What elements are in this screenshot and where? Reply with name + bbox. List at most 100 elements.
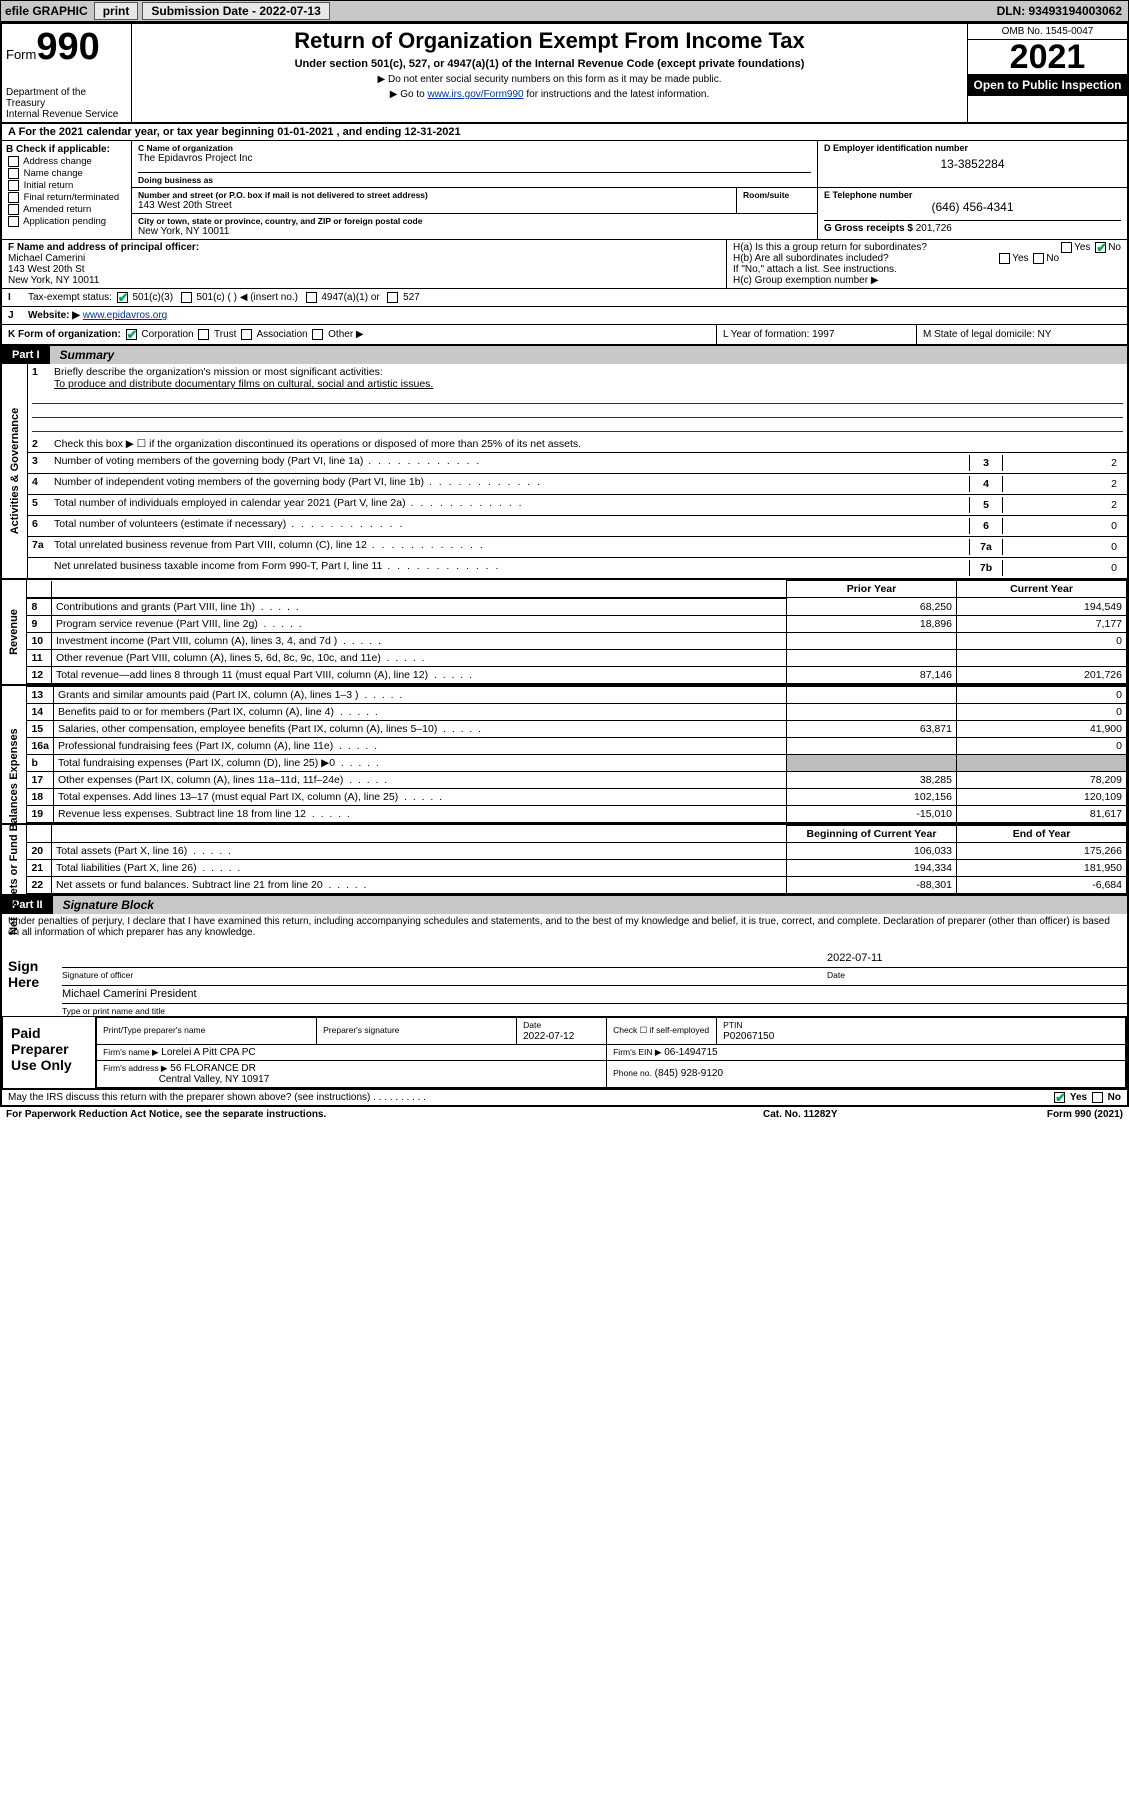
q2: Check this box ▶ ☐ if the organization d… <box>54 438 1123 450</box>
vtab-governance: Activities & Governance <box>9 408 21 535</box>
table-row: 15Salaries, other compensation, employee… <box>27 720 1126 737</box>
table-row: 22Net assets or fund balances. Subtract … <box>27 876 1126 893</box>
cb-corporation[interactable] <box>126 329 137 340</box>
cb-trust[interactable] <box>198 329 209 340</box>
street-value: 143 West 20th Street <box>138 200 730 211</box>
form-header: Form990 Department of the Treasury Inter… <box>2 24 1127 124</box>
type-print-lbl: Type or print name and title <box>62 1006 1127 1016</box>
phone-value: (646) 456-4341 <box>824 200 1121 214</box>
vtab-revenue: Revenue <box>8 609 20 655</box>
city-value: New York, NY 10011 <box>138 226 811 237</box>
revenue-section: Revenue Prior YearCurrent Year 8Contribu… <box>2 580 1127 686</box>
city-label: City or town, state or province, country… <box>138 216 811 226</box>
cb-name-change[interactable]: Name change <box>6 168 127 179</box>
cb-501c[interactable] <box>181 292 192 303</box>
cb-initial-return[interactable]: Initial return <box>6 180 127 191</box>
irs-discuss-row: May the IRS discuss this return with the… <box>2 1089 1127 1105</box>
cat-no: Cat. No. 11282Y <box>763 1109 963 1120</box>
perjury-declaration: Under penalties of perjury, I declare th… <box>2 914 1127 940</box>
end-year-hdr: End of Year <box>957 825 1127 842</box>
form-ref: Form 990 (2021) <box>963 1109 1123 1120</box>
table-row: 12Total revenue—add lines 8 through 11 (… <box>27 666 1126 683</box>
sig-officer-lbl: Signature of officer <box>62 970 827 985</box>
section-i: I Tax-exempt status: 501(c)(3) 501(c) ( … <box>2 289 1127 307</box>
subtitle-1: Under section 501(c), 527, or 4947(a)(1)… <box>136 58 963 70</box>
cb-application-pending[interactable]: Application pending <box>6 216 127 227</box>
date-lbl: Date <box>827 970 1127 985</box>
sig-date: 2022-07-11 <box>827 952 1127 967</box>
officer-street: 143 West 20th St <box>8 264 85 275</box>
h-c: H(c) Group exemption number ▶ <box>733 275 1121 286</box>
cb-final-return[interactable]: Final return/terminated <box>6 192 127 203</box>
part-i-header: Part I Summary <box>2 346 1127 364</box>
firm-addr2: Central Valley, NY 10917 <box>159 1074 270 1085</box>
table-row: 14Benefits paid to or for members (Part … <box>27 703 1126 720</box>
vtab-net: Net Assets or Fund Balances <box>8 783 20 935</box>
cb-association[interactable] <box>241 329 252 340</box>
cb-discuss-yes[interactable] <box>1054 1092 1065 1103</box>
vtab-expenses: Expenses <box>8 729 20 780</box>
firm-addr1: 56 FLORANCE DR <box>170 1063 256 1074</box>
table-row: 17Other expenses (Part IX, column (A), l… <box>27 771 1126 788</box>
form-container: Form990 Department of the Treasury Inter… <box>0 22 1129 1107</box>
h-b2: If "No," attach a list. See instructions… <box>733 264 1121 275</box>
street-label: Number and street (or P.O. box if mail i… <box>138 190 730 200</box>
gross-receipts-label: G Gross receipts $ <box>824 223 913 234</box>
table-row: 16aProfessional fundraising fees (Part I… <box>27 737 1126 754</box>
gov-row: Net unrelated business taxable income fr… <box>28 558 1127 578</box>
website-link[interactable]: www.epidavros.org <box>83 310 167 321</box>
table-row: 8Contributions and grants (Part VIII, li… <box>27 598 1126 616</box>
firm-phone: (845) 928-9120 <box>655 1068 723 1079</box>
activities-governance: Activities & Governance 1Briefly describ… <box>2 364 1127 580</box>
phone-label: E Telephone number <box>824 190 1121 200</box>
ein-value: 13-3852284 <box>824 157 1121 171</box>
subtitle-2: ▶ Do not enter social security numbers o… <box>136 74 963 85</box>
table-row: 9Program service revenue (Part VIII, lin… <box>27 615 1126 632</box>
sign-here-block: Sign Here 2022-07-11 Signature of office… <box>2 952 1127 1016</box>
gross-receipts-value: 201,726 <box>916 223 952 234</box>
cb-527[interactable] <box>387 292 398 303</box>
firm-name: Lorelei A Pitt CPA PC <box>161 1047 255 1058</box>
table-row: 21Total liabilities (Part X, line 26) . … <box>27 859 1126 876</box>
dept-treasury: Department of the Treasury <box>6 87 127 109</box>
cb-other[interactable] <box>312 329 323 340</box>
cb-address-change[interactable]: Address change <box>6 156 127 167</box>
table-row: 18Total expenses. Add lines 13–17 (must … <box>27 788 1126 805</box>
subtitle-3: ▶ Go to www.irs.gov/Form990 for instruct… <box>136 89 963 100</box>
section-j: J Website: ▶ www.epidavros.org <box>2 307 1127 325</box>
page-footer: For Paperwork Reduction Act Notice, see … <box>0 1107 1129 1122</box>
ptin-value: P02067150 <box>723 1031 774 1042</box>
section-f-h: F Name and address of principal officer:… <box>2 240 1127 289</box>
cb-amended-return[interactable]: Amended return <box>6 204 127 215</box>
submission-date-button[interactable]: Submission Date - 2022-07-13 <box>142 2 329 20</box>
cb-4947[interactable] <box>306 292 317 303</box>
self-employed-cb[interactable]: Check ☐ if self-employed <box>613 1025 709 1035</box>
firm-ein: 06-1494715 <box>664 1047 717 1058</box>
part-ii-header: Part II Signature Block <box>2 896 1127 914</box>
efile-label: efile GRAPHIC <box>1 4 92 18</box>
open-to-public: Open to Public Inspection <box>968 74 1127 96</box>
preparer-date: 2022-07-12 <box>523 1031 574 1042</box>
gov-row: 3Number of voting members of the governi… <box>28 453 1127 474</box>
officer-printed-name: Michael Camerini President <box>62 988 1127 1003</box>
state-domicile: M State of legal domicile: NY <box>917 325 1127 344</box>
officer-city: New York, NY 10011 <box>8 275 99 286</box>
net-assets-section: Net Assets or Fund Balances Beginning of… <box>2 825 1127 896</box>
print-button[interactable]: print <box>94 2 139 20</box>
h-a: H(a) Is this a group return for subordin… <box>733 242 1121 253</box>
tax-year: 2021 <box>968 40 1127 74</box>
section-b-to-g: B Check if applicable: Address change Na… <box>2 141 1127 240</box>
h-b: H(b) Are all subordinates included? Yes … <box>733 253 1121 264</box>
table-row: 19Revenue less expenses. Subtract line 1… <box>27 805 1126 822</box>
gov-row: 5Total number of individuals employed in… <box>28 495 1127 516</box>
dba-label: Doing business as <box>138 175 811 185</box>
prior-year-hdr: Prior Year <box>787 581 957 598</box>
table-row: bTotal fundraising expenses (Part IX, co… <box>27 754 1126 771</box>
cb-501c3[interactable] <box>117 292 128 303</box>
org-name-label: C Name of organization <box>138 143 811 153</box>
beg-year-hdr: Beginning of Current Year <box>787 825 957 842</box>
form-number: Form990 <box>6 26 127 69</box>
mission-lines <box>32 390 1123 434</box>
irs-link[interactable]: www.irs.gov/Form990 <box>427 89 523 100</box>
cb-discuss-no[interactable] <box>1092 1092 1103 1103</box>
